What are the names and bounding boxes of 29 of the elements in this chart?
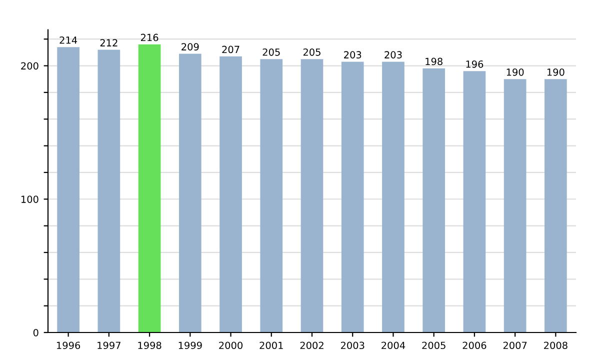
data-label: 209	[182, 43, 199, 50]
x-tick-label: 2004	[382, 342, 406, 350]
data-label: 216	[140, 34, 158, 42]
x-tick-label: 1998	[138, 342, 162, 350]
data-label: 198	[426, 58, 442, 66]
data-label: 207	[222, 46, 240, 54]
data-label: 196	[466, 60, 484, 68]
y-tick-label: 0	[33, 328, 38, 336]
y-tick-label: 200	[21, 62, 38, 70]
x-tick-label: 1999	[178, 342, 202, 350]
x-tick-label: 2001	[260, 342, 283, 350]
x-tick-label: 2000	[219, 342, 242, 350]
data-label: 203	[384, 51, 402, 58]
x-tick-label: 1997	[98, 342, 120, 350]
x-tick-label: 1996	[57, 342, 80, 350]
data-label: 190	[506, 68, 524, 76]
x-tick-label: 2005	[422, 342, 446, 350]
x-tick-label: 2003	[340, 342, 364, 350]
data-label: 203	[344, 51, 362, 58]
y-tick-label: 100	[21, 196, 38, 203]
x-tick-label: 2002	[300, 342, 324, 350]
x-tick-label: 2008	[544, 342, 568, 350]
x-tick-label: 2006	[462, 342, 486, 350]
x-tick-label: 2007	[503, 342, 527, 350]
data-label: 205	[303, 48, 320, 56]
data-label: 205	[262, 48, 280, 56]
data-label: 190	[547, 68, 564, 76]
data-label: 212	[100, 39, 118, 46]
data-label: 214	[60, 36, 78, 44]
